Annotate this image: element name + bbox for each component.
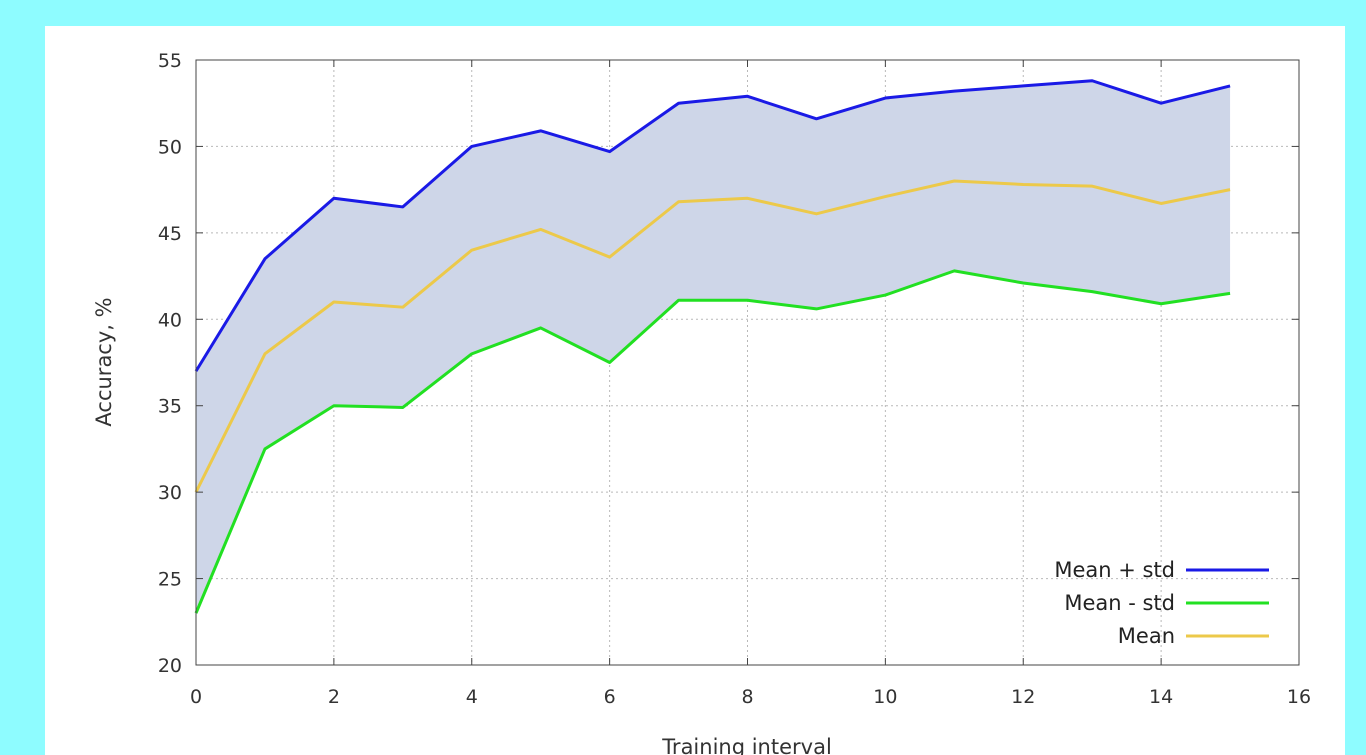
x-tick-label: 12	[1011, 686, 1035, 708]
series-lines	[194, 79, 1231, 614]
axis-ticks: 0 2 4 6 8 10 12 14 16 20 25 30 35 40 45 50 55	[158, 50, 1311, 708]
x-tick-label: 4	[466, 686, 478, 708]
x-tick-label: 8	[741, 686, 753, 708]
y-tick-label: 55	[158, 50, 182, 72]
legend-label: Mean	[1118, 624, 1175, 648]
x-tick-label: 16	[1287, 686, 1311, 708]
y-tick-label: 25	[158, 569, 182, 591]
x-tick-label: 0	[190, 686, 202, 708]
y-axis-title: Accuracy, %	[92, 297, 116, 426]
x-tick-label: 2	[328, 686, 340, 708]
y-tick-label: 20	[158, 655, 182, 677]
x-tick-label: 10	[873, 686, 897, 708]
legend-label: Mean + std	[1054, 558, 1175, 582]
series-line-mean-std	[194, 269, 1231, 614]
x-tick-label: 14	[1149, 686, 1173, 708]
y-tick-label: 35	[158, 396, 182, 418]
y-tick-label: 30	[158, 482, 182, 504]
y-tick-label: 45	[158, 223, 182, 245]
std-band	[196, 80, 1231, 614]
y-tick-label: 40	[158, 309, 182, 331]
x-axis-title: Training interval	[661, 735, 832, 755]
legend: Mean + std Mean - std Mean	[1054, 558, 1269, 648]
x-tick-label: 6	[604, 686, 616, 708]
legend-label: Mean - std	[1064, 591, 1175, 615]
y-tick-label: 50	[158, 136, 182, 158]
series-line-mean	[194, 179, 1231, 493]
series-line-mean-std	[194, 79, 1231, 372]
